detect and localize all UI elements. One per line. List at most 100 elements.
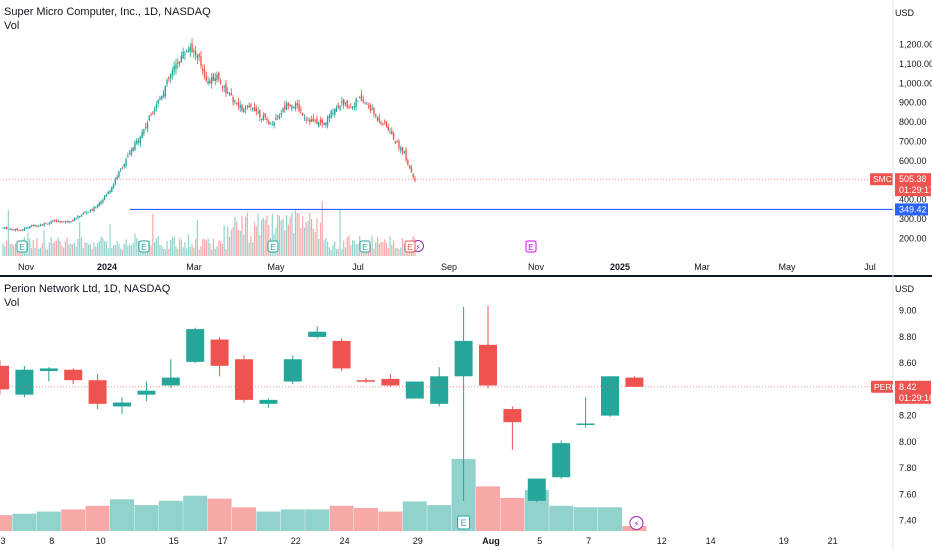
top-volume-bar bbox=[200, 245, 202, 256]
top-candle-body bbox=[303, 117, 306, 119]
bottom-candle-body-25 bbox=[601, 376, 619, 416]
top-candle-body bbox=[362, 100, 364, 102]
top-candle-body bbox=[120, 168, 122, 171]
bottom-volume-bar-25 bbox=[598, 507, 622, 531]
top-candle-body bbox=[143, 129, 145, 134]
top-volume-bar bbox=[243, 234, 245, 256]
top-candle-body bbox=[152, 112, 154, 114]
top-candle-body bbox=[373, 108, 375, 115]
top-volume-bar bbox=[375, 242, 377, 256]
top-volume-bar bbox=[284, 230, 286, 256]
top-candle-body bbox=[398, 141, 400, 149]
top-volume-bar bbox=[161, 246, 163, 256]
top-candle-body bbox=[139, 136, 142, 144]
top-candle-body bbox=[255, 108, 257, 112]
top-candle-body bbox=[202, 68, 204, 71]
top-y-tick-label-6: 600.00 bbox=[899, 156, 927, 166]
bottom-volume-bar-5 bbox=[110, 499, 134, 531]
top-candle-body bbox=[198, 54, 200, 57]
top-candle-body bbox=[282, 108, 284, 112]
top-volume-bar bbox=[4, 246, 6, 256]
top-candle-body bbox=[355, 99, 357, 108]
top-candle-body bbox=[59, 221, 61, 223]
bottom-x-tick-label-11: 12 bbox=[657, 536, 667, 546]
top-candle-body bbox=[89, 209, 92, 212]
top-candle-body bbox=[289, 105, 291, 107]
bottom-volume-bar-21 bbox=[500, 497, 525, 531]
bottom-volume-bar-3 bbox=[61, 509, 86, 531]
top-candle-body bbox=[187, 50, 190, 53]
top-x-tick-label-10: Jul bbox=[864, 262, 876, 272]
top-volume-bar bbox=[134, 233, 136, 256]
top-volume-bar bbox=[239, 231, 241, 256]
top-candle-body bbox=[86, 212, 88, 214]
top-candle-body bbox=[112, 183, 115, 189]
top-candle-body bbox=[264, 113, 266, 117]
top-volume-bar bbox=[334, 241, 336, 256]
top-volume-bar bbox=[362, 249, 364, 256]
top-candle-body bbox=[250, 103, 252, 107]
top-volume-bar bbox=[332, 244, 334, 256]
top-volume-bar bbox=[211, 249, 213, 256]
bottom-candle-body-2 bbox=[39, 368, 58, 372]
top-candle-body bbox=[82, 212, 84, 215]
top-candle-body bbox=[357, 100, 359, 102]
top-y-tick-label-4: 800.00 bbox=[899, 117, 927, 127]
top-candle-body bbox=[278, 115, 281, 119]
top-y-tick-label-1: 1,100.00 bbox=[899, 59, 932, 69]
top-candle-body bbox=[41, 224, 43, 226]
top-volume-bar bbox=[203, 238, 206, 256]
top-candle-body bbox=[383, 121, 386, 123]
top-candle-body bbox=[75, 218, 77, 220]
top-candle-body bbox=[182, 51, 184, 59]
top-volume-bar bbox=[91, 249, 93, 256]
bottom-earnings-label: E bbox=[461, 518, 467, 528]
top-candle-body bbox=[221, 86, 224, 88]
top-earnings-label-1: E bbox=[141, 242, 147, 252]
top-volume-bar bbox=[389, 236, 391, 256]
top-candle-body bbox=[332, 113, 334, 115]
top-candle-body bbox=[268, 121, 270, 125]
top-candle-body bbox=[214, 78, 216, 82]
top-volume-bar bbox=[348, 235, 350, 256]
bottom-last-price-bg bbox=[895, 380, 931, 404]
top-volume-bar bbox=[310, 219, 313, 256]
top-volume-bar bbox=[344, 247, 347, 256]
top-volume-bar bbox=[116, 241, 118, 256]
top-candle-body bbox=[225, 83, 227, 94]
top-volume-bar bbox=[109, 223, 111, 256]
top-candle-body bbox=[285, 102, 288, 110]
top-candle-body bbox=[125, 158, 127, 166]
top-ticker-badge: SMCI bbox=[873, 174, 894, 184]
top-candle-body bbox=[396, 141, 398, 143]
top-candle-body bbox=[342, 99, 345, 106]
top-volume-bar bbox=[312, 228, 314, 256]
top-volume-bar bbox=[244, 216, 247, 256]
top-volume-bar bbox=[253, 222, 256, 256]
bottom-x-tick-label-10: 7 bbox=[586, 536, 591, 546]
bottom-x-tick-label-9: 5 bbox=[537, 536, 542, 546]
top-volume-bar bbox=[121, 249, 124, 256]
top-volume-bar bbox=[182, 247, 184, 256]
top-earnings-marker-4 bbox=[525, 240, 537, 253]
top-candle-body bbox=[346, 100, 348, 108]
top-candle-body bbox=[330, 111, 332, 118]
top-candle-body bbox=[344, 102, 347, 104]
top-x-tick-label-4: Jul bbox=[352, 262, 364, 272]
bottom-candle-body-6 bbox=[137, 390, 156, 395]
top-volume-bar bbox=[209, 243, 211, 256]
top-volume-bar bbox=[107, 248, 109, 256]
top-candle-body bbox=[328, 115, 331, 119]
top-candle-body bbox=[275, 117, 277, 120]
top-volume-bar bbox=[262, 217, 264, 256]
top-volume-bar bbox=[225, 249, 227, 256]
top-candle-body bbox=[405, 149, 407, 161]
top-candle-body bbox=[4, 227, 6, 229]
top-volume-bar bbox=[401, 238, 404, 256]
top-candle-body bbox=[269, 122, 272, 124]
top-volume-bar bbox=[303, 227, 306, 256]
bottom-candle-body-11 bbox=[259, 399, 278, 404]
top-volume-bar bbox=[180, 239, 182, 256]
top-volume-bar bbox=[346, 237, 348, 256]
